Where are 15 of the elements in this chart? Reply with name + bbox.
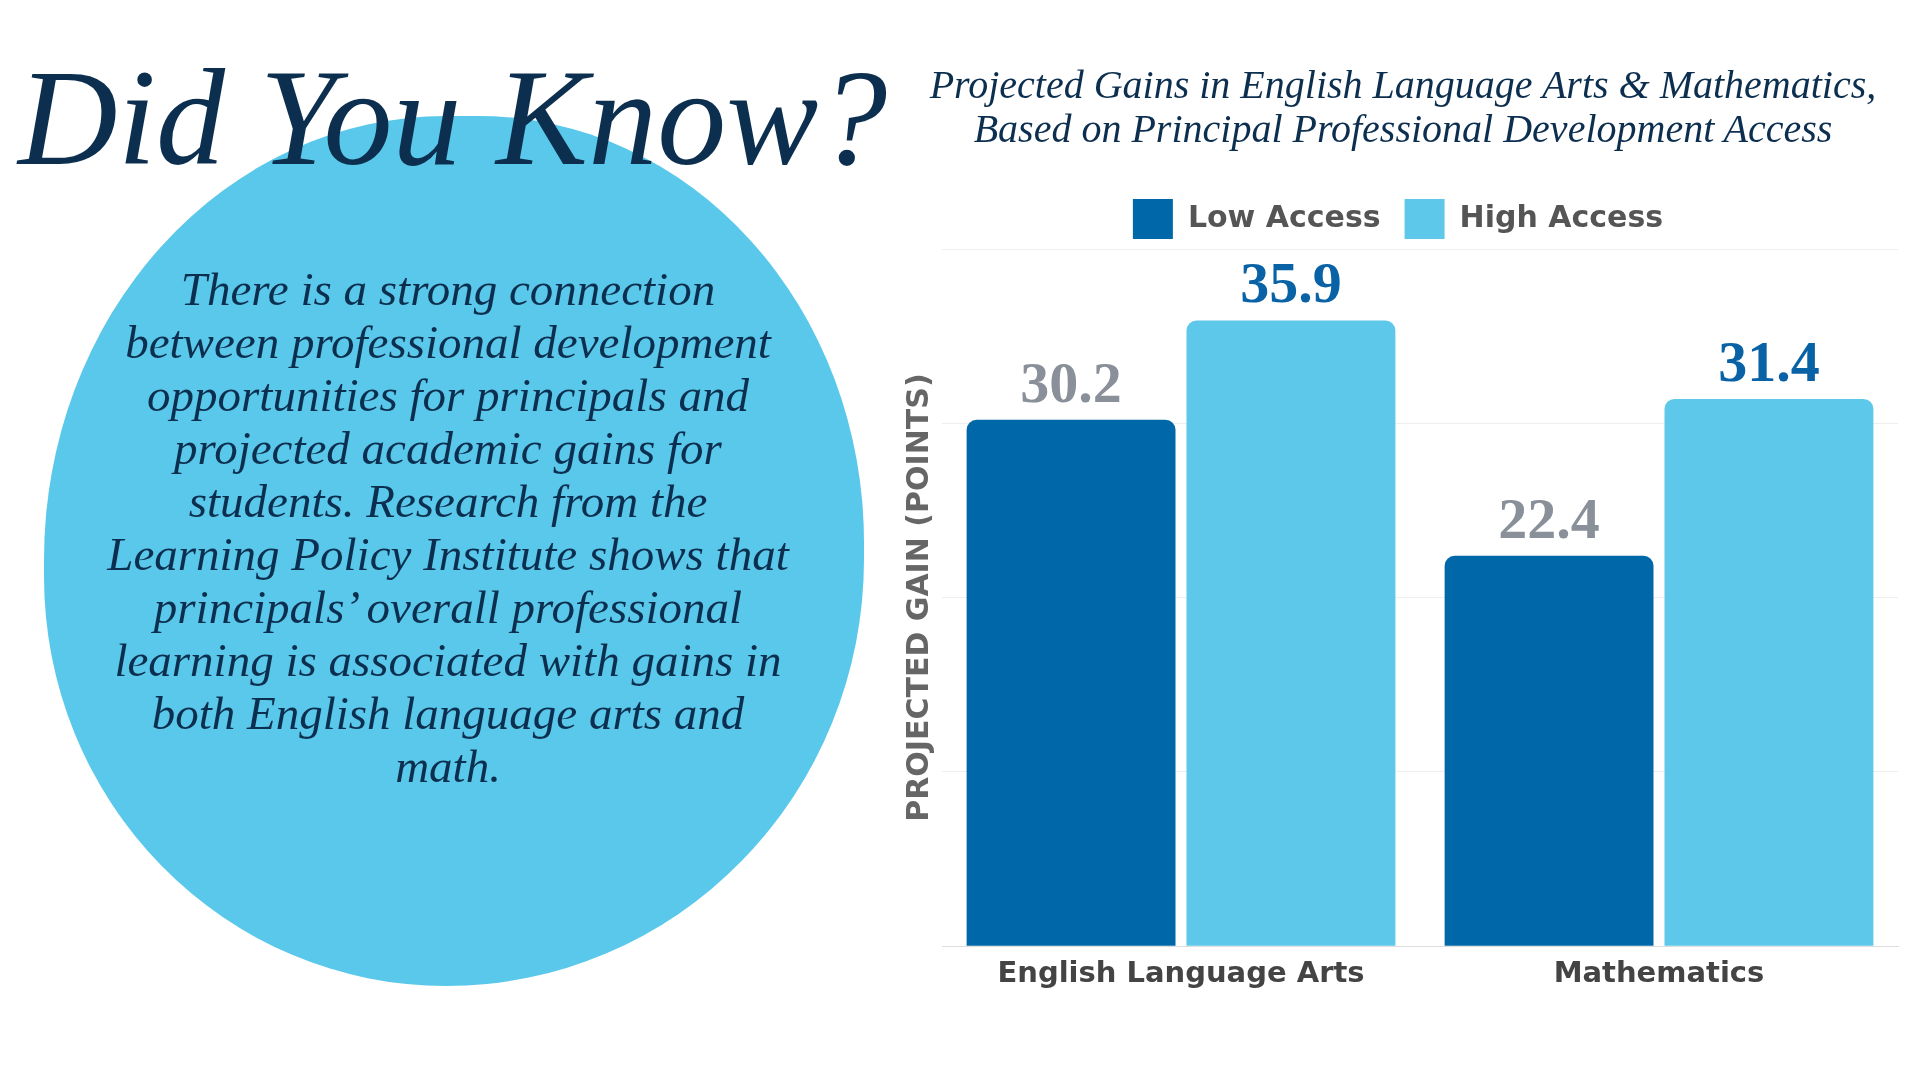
legend-label: High Access bbox=[1459, 198, 1664, 234]
text: There is a strong connection between professional development opportunities for principals and projected academic gains for students. Research from the Learning Policy Institute shows that principals’ overall professional learning is associated with gains in both English language arts and math. bbox=[107, 263, 789, 792]
x-tick-label: English Language Arts bbox=[997, 955, 1365, 990]
bar bbox=[1664, 398, 1874, 946]
bar bbox=[966, 419, 1176, 946]
data-label: 31.4 bbox=[1718, 328, 1820, 394]
y-axis-title: PROJECTED GAIN (POINTS) bbox=[899, 373, 935, 822]
data-label: 22.4 bbox=[1498, 485, 1600, 551]
x-tick-label: Mathematics bbox=[1553, 955, 1765, 990]
data-label: 30.2 bbox=[1020, 349, 1122, 415]
data-label: 35.9 bbox=[1240, 250, 1342, 316]
chart-title: Projected Gains in English Language Arts & Mathematics, Based on Principal Professional Development Access bbox=[928, 62, 1878, 151]
legend-label: Low Access bbox=[1187, 198, 1381, 234]
bar bbox=[1444, 555, 1654, 946]
bar bbox=[1186, 320, 1396, 946]
